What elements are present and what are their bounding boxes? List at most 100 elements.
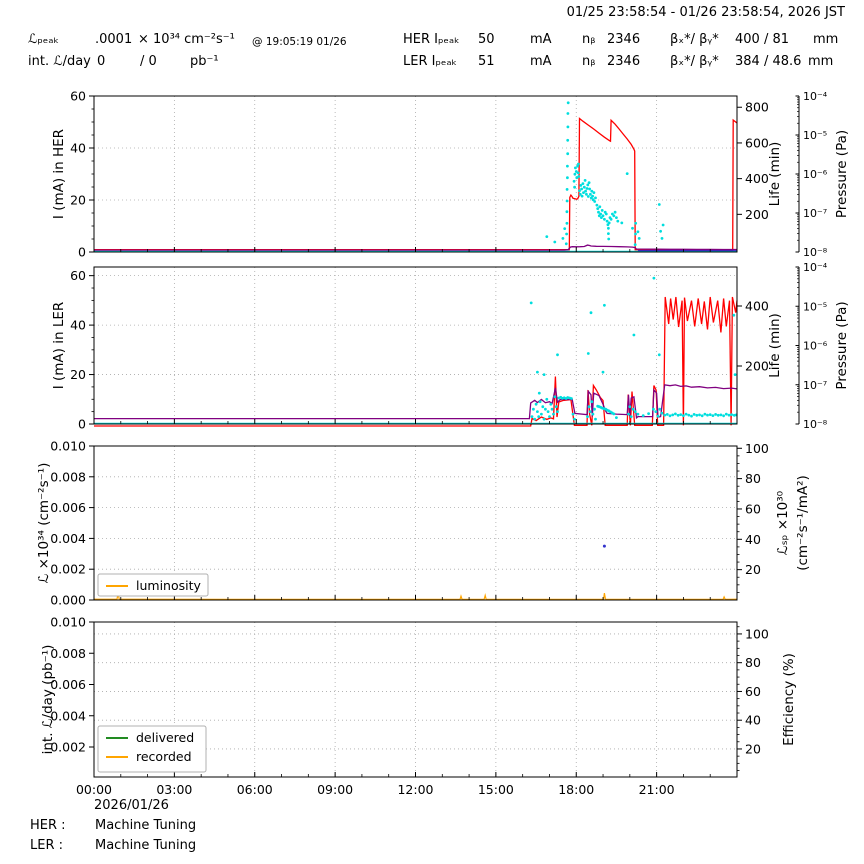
series-ler-current [94, 384, 738, 420]
svg-text:0.008: 0.008 [50, 469, 86, 484]
panel-lum: 0.000 0.002 0.004 0.006 0.008 0.010 ℒ ×10³⁴ (c… [36, 439, 811, 608]
svg-text:I (mA) in HER: I (mA) in HER [51, 129, 67, 219]
her-beta-value: 400 / 81 [735, 32, 789, 47]
svg-text:ℒ ×10³⁴ (cm⁻²s⁻¹): ℒ ×10³⁴ (cm⁻²s⁻¹) [36, 463, 52, 584]
ler-nb-label: nᵦ [582, 54, 596, 69]
svg-text:0.008: 0.008 [50, 646, 86, 661]
ler-ipeak-unit: mA [530, 54, 552, 69]
svg-text:600: 600 [745, 135, 769, 150]
svg-text:80: 80 [745, 655, 761, 670]
her-ipeak-unit: mA [530, 32, 552, 47]
ler-beta-unit: mm [808, 54, 834, 69]
series-ler-life [94, 296, 738, 427]
svg-text:15:00: 15:00 [478, 782, 514, 797]
date-range-title: 01/25 23:58:54 - 01/26 23:58:54, 2026 JS… [566, 5, 845, 20]
svg-text:09:00: 09:00 [317, 782, 353, 797]
her-ipeak-label: HER Iₚₑₐₖ [403, 32, 460, 47]
svg-text:40: 40 [70, 141, 86, 156]
svg-text:21:00: 21:00 [639, 782, 675, 797]
svg-text:Pressure (Pa): Pressure (Pa) [834, 130, 850, 218]
ler-ipeak-value: 51 [478, 54, 495, 69]
svg-text:10⁻⁶: 10⁻⁶ [803, 168, 828, 181]
svg-text:10⁻⁵: 10⁻⁵ [803, 300, 827, 313]
svg-text:40: 40 [70, 318, 86, 333]
series-ler-lifetime-scatter [529, 276, 738, 421]
svg-text:recorded: recorded [136, 749, 192, 764]
svg-text:(cm⁻²s⁻¹/mA²): (cm⁻²s⁻¹/mA²) [795, 475, 811, 571]
panel-her: 0 20 40 60 I (mA) in HER 200 400 600 800 Life (mi… [51, 89, 850, 260]
svg-text:06:00: 06:00 [237, 782, 273, 797]
svg-text:Efficiency (%): Efficiency (%) [781, 653, 797, 746]
svg-text:0: 0 [78, 245, 86, 260]
svg-text:400: 400 [745, 299, 769, 314]
series-her-current [94, 244, 737, 251]
lpeak-timestamp: @ 19:05:19 01/26 [252, 36, 347, 48]
svg-text:0.002: 0.002 [50, 740, 86, 755]
svg-text:0.006: 0.006 [50, 500, 86, 515]
svg-text:20: 20 [70, 193, 86, 208]
svg-text:10⁻⁴: 10⁻⁴ [803, 261, 828, 274]
svg-text:Life (min): Life (min) [767, 313, 783, 378]
svg-text:200: 200 [745, 359, 769, 374]
her-beta-label: βₓ*/ βᵧ* [670, 32, 719, 47]
her-beta-unit: mm [813, 32, 839, 47]
svg-text:100: 100 [745, 441, 769, 456]
her-ipeak-value: 50 [478, 32, 495, 47]
intl-legend: delivered recorded [97, 725, 207, 773]
her-nb-label: nᵦ [582, 32, 596, 47]
svg-text:10⁻⁷: 10⁻⁷ [803, 207, 827, 220]
svg-text:100: 100 [745, 626, 769, 641]
lum-legend: luminosity [97, 573, 209, 597]
svg-text:10⁻⁷: 10⁻⁷ [803, 379, 827, 392]
svg-text:int. ℒ/day (pb⁻¹): int. ℒ/day (pb⁻¹) [40, 645, 56, 755]
svg-text:20: 20 [745, 741, 761, 756]
svg-text:Life (min): Life (min) [767, 142, 783, 207]
svg-text:0.002: 0.002 [50, 562, 86, 577]
svg-text:10⁻⁸: 10⁻⁸ [803, 246, 828, 259]
intlum-label: int. ℒ/day [28, 54, 91, 69]
svg-text:10⁻⁶: 10⁻⁶ [803, 340, 828, 353]
svg-text:0: 0 [78, 417, 86, 432]
series-specific-luminosity-dot [602, 544, 606, 548]
panel-intl: 00:00 03:00 06:00 09:00 12:00 15:00 18:00 21:00… [40, 615, 797, 798]
svg-text:10⁻⁵: 10⁻⁵ [803, 129, 827, 142]
svg-text:200: 200 [745, 207, 769, 222]
ler-beta-label: βₓ*/ βᵧ* [670, 54, 719, 69]
svg-text:60: 60 [745, 684, 761, 699]
svg-text:60: 60 [745, 501, 761, 516]
ler-beta-value: 384 / 48.6 [735, 54, 802, 69]
svg-text:400: 400 [745, 171, 769, 186]
intlum-value: 0 [97, 54, 106, 69]
lpeak-unit: × 10³⁴ cm⁻²s⁻¹ [138, 32, 235, 47]
x-axis-date: 2026/01/26 [94, 798, 169, 813]
svg-text:80: 80 [745, 471, 761, 486]
ler-nb-value: 2346 [607, 54, 641, 69]
svg-text:03:00: 03:00 [156, 782, 192, 797]
svg-text:ℒₛₚ ×10³⁰: ℒₛₚ ×10³⁰ [775, 491, 791, 555]
svg-text:20: 20 [70, 367, 86, 382]
intlum-value2: / 0 [140, 54, 157, 69]
svg-text:10⁻⁸: 10⁻⁸ [803, 418, 828, 431]
series-luminosity [94, 592, 738, 601]
lpeak-label: ℒₚₑₐₖ [28, 32, 59, 47]
ler-status-value: Machine Tuning [95, 838, 197, 853]
svg-text:0.004: 0.004 [50, 708, 86, 723]
her-status-key: HER : [30, 818, 66, 833]
svg-text:I (mA) in LER: I (mA) in LER [51, 302, 67, 390]
svg-text:Pressure (Pa): Pressure (Pa) [834, 301, 850, 389]
intlum-unit: pb⁻¹ [190, 54, 219, 69]
lpeak-value: .0001 [95, 32, 133, 47]
svg-text:18:00: 18:00 [558, 782, 594, 797]
svg-text:0.006: 0.006 [50, 677, 86, 692]
svg-text:luminosity: luminosity [136, 578, 202, 593]
ler-status-key: LER : [30, 838, 64, 853]
svg-text:60: 60 [70, 268, 86, 283]
svg-text:40: 40 [745, 713, 761, 728]
svg-text:60: 60 [70, 89, 86, 104]
svg-text:0.000: 0.000 [50, 593, 86, 608]
series-her-lifetime-scatter [545, 101, 665, 247]
svg-text:0.010: 0.010 [50, 439, 86, 454]
